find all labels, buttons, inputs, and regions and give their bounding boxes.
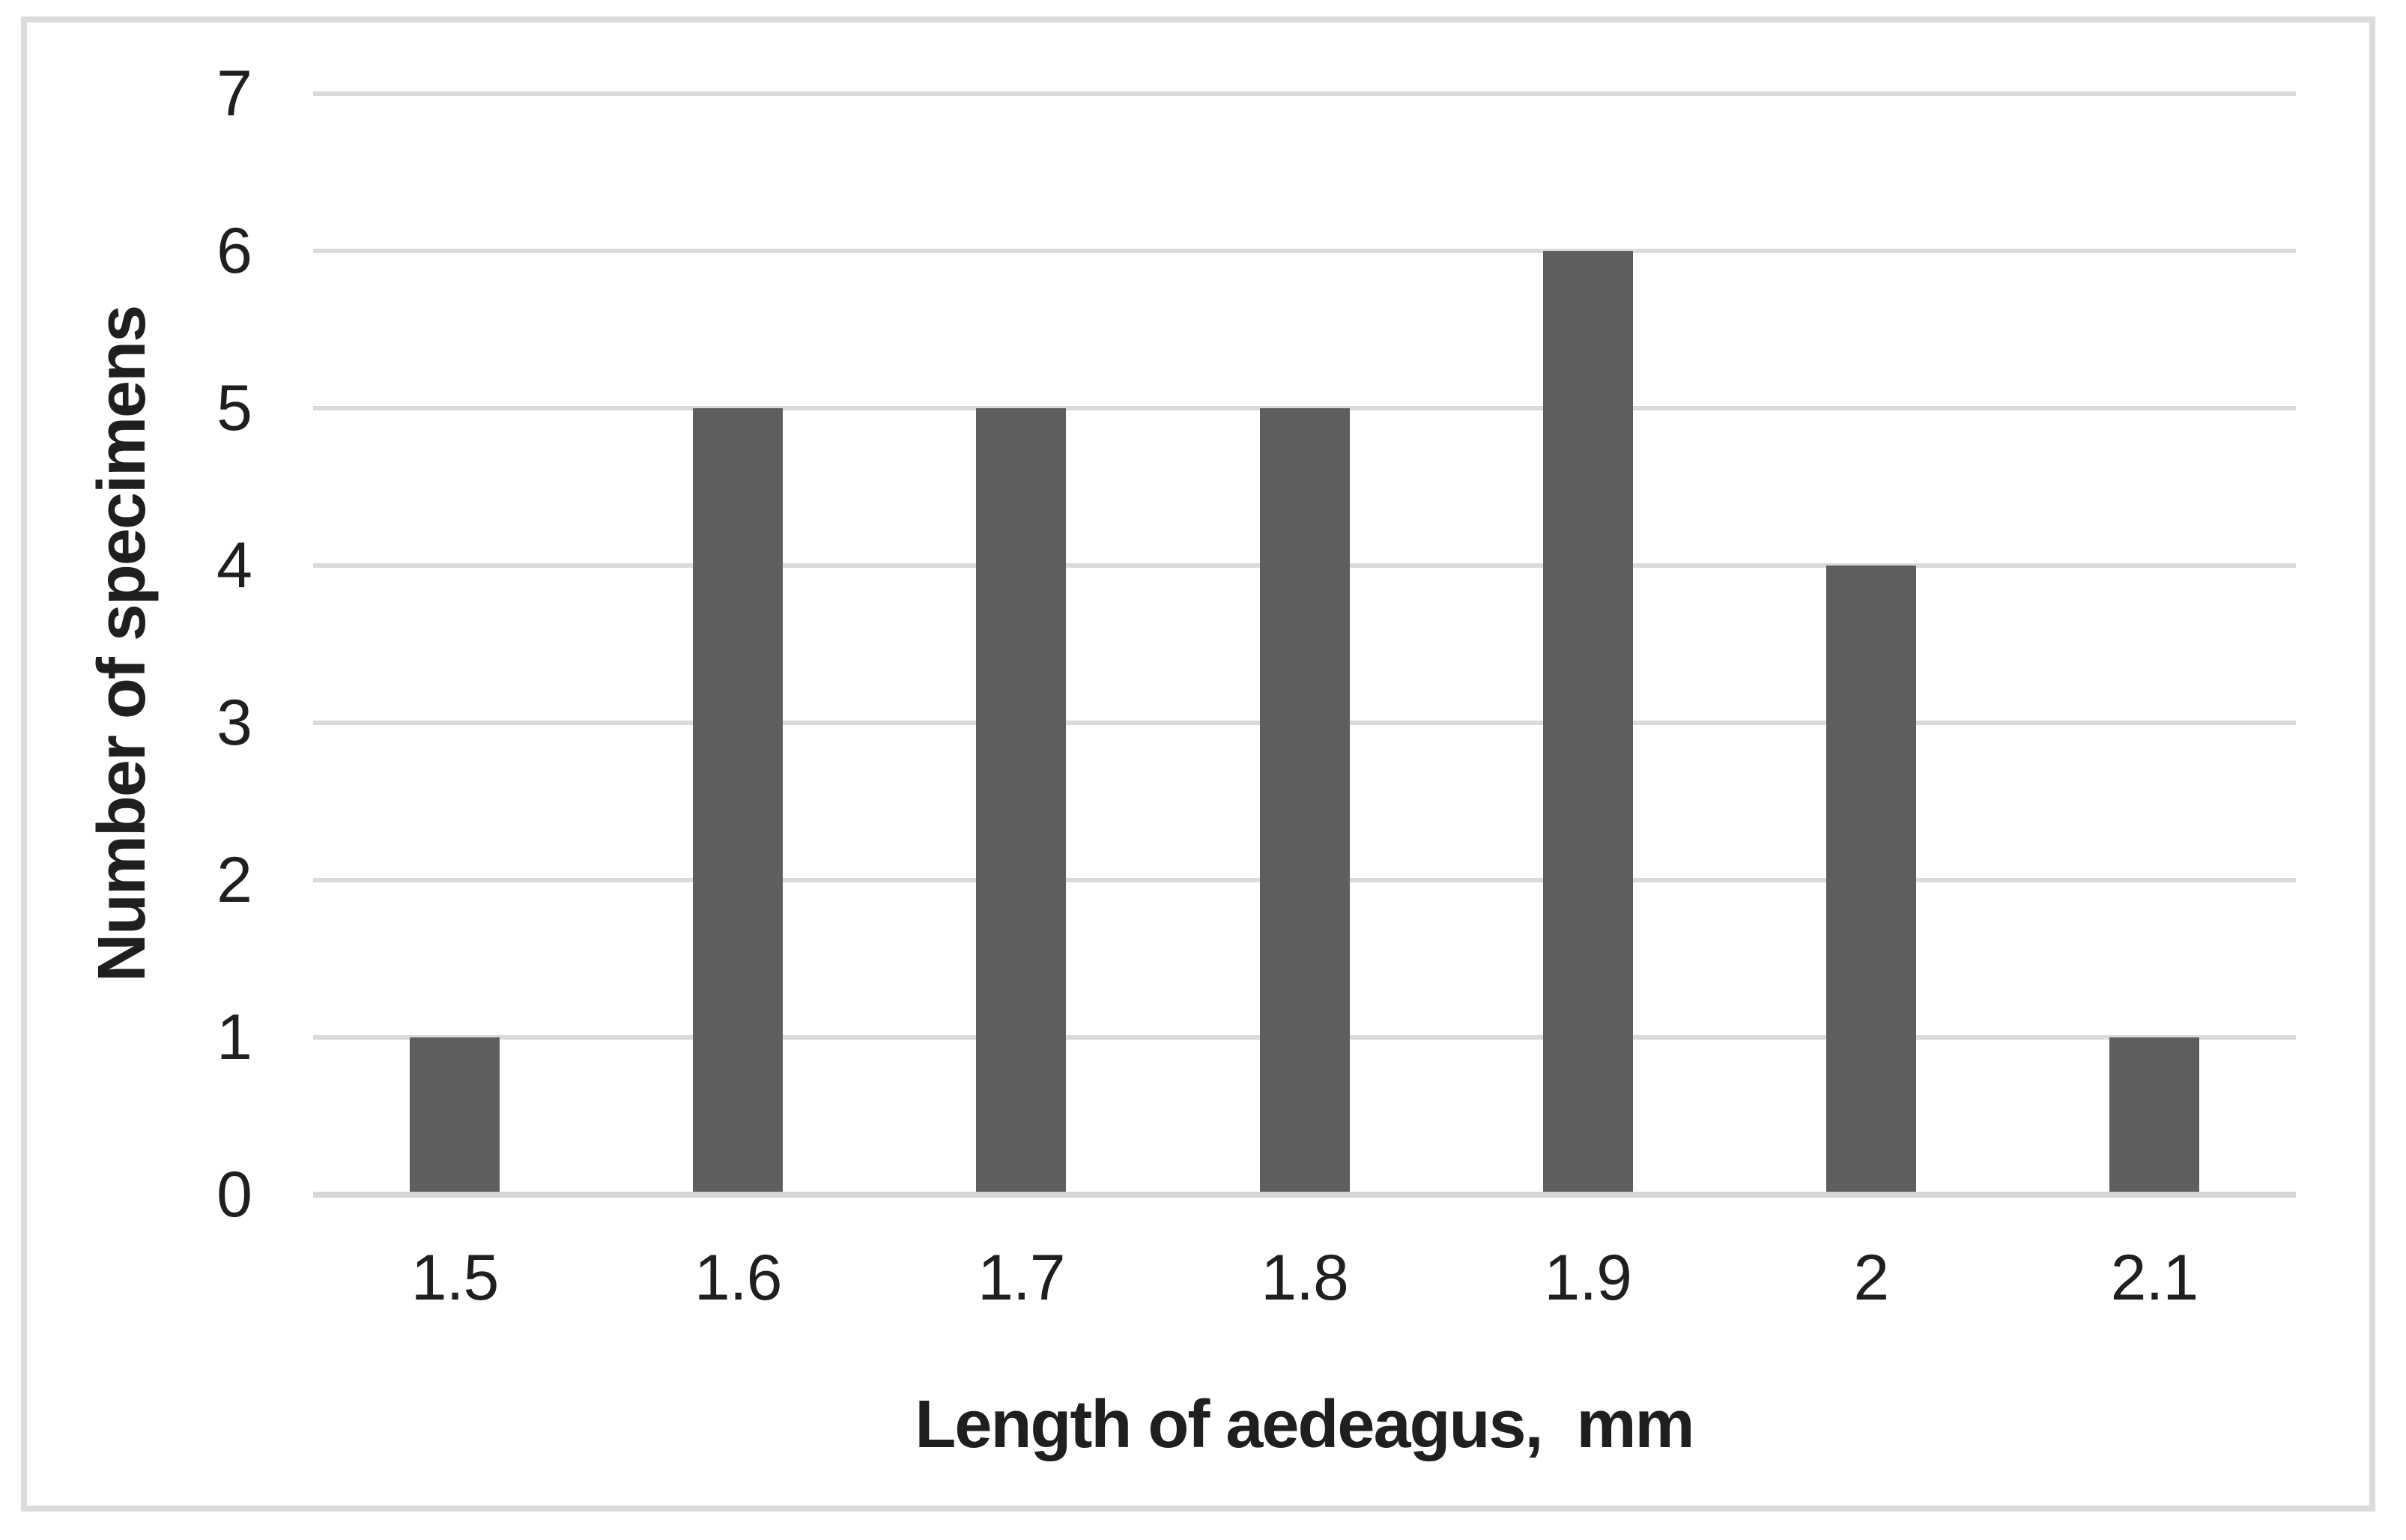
bar bbox=[976, 408, 1067, 1195]
y-tick-label: 0 bbox=[216, 1159, 252, 1231]
x-tick-label: 1.7 bbox=[978, 1242, 1066, 1314]
gridline bbox=[313, 249, 2296, 253]
gridline bbox=[313, 91, 2296, 96]
x-tick-label: 1.6 bbox=[694, 1242, 783, 1314]
bar bbox=[410, 1037, 500, 1195]
bar bbox=[1542, 251, 1633, 1195]
x-tick-label: 2 bbox=[1853, 1242, 1889, 1314]
x-tick-label: 2.1 bbox=[2110, 1242, 2199, 1314]
y-tick-label: 1 bbox=[216, 1001, 252, 1073]
y-tick-label: 3 bbox=[216, 687, 252, 759]
x-axis-line bbox=[313, 1192, 2296, 1198]
bar bbox=[2109, 1037, 2199, 1195]
y-tick-label: 4 bbox=[216, 530, 252, 601]
x-tick-label: 1.9 bbox=[1544, 1242, 1632, 1314]
bar bbox=[1259, 408, 1350, 1195]
bar bbox=[1825, 566, 1916, 1195]
y-tick-label: 7 bbox=[216, 58, 252, 130]
y-tick-label: 5 bbox=[216, 372, 252, 444]
y-tick-label: 6 bbox=[216, 215, 252, 287]
x-tick-label: 1.8 bbox=[1261, 1242, 1349, 1314]
bar bbox=[693, 408, 784, 1195]
x-axis-title: Length of aedeagus, mm bbox=[915, 1387, 1694, 1462]
x-tick-label: 1.5 bbox=[410, 1242, 500, 1314]
chart-outer-border bbox=[21, 16, 2375, 1512]
y-tick-label: 2 bbox=[216, 844, 252, 916]
plot-area bbox=[313, 91, 2296, 1198]
